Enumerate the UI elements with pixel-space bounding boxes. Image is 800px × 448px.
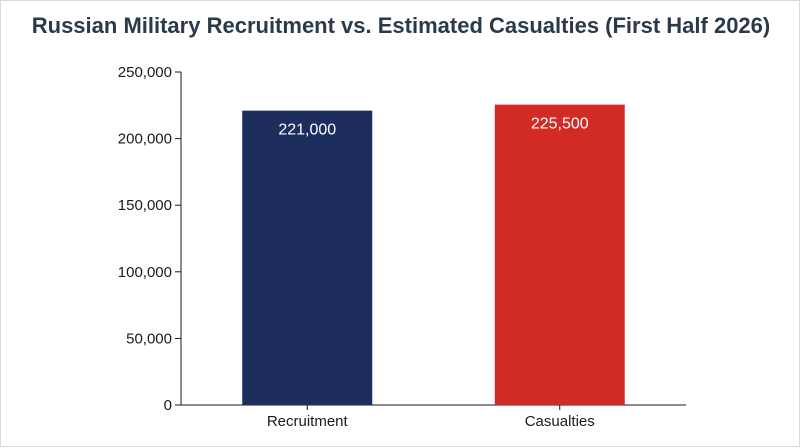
x-tick-label: Casualties (525, 413, 595, 430)
y-tick-label: 150,000 (118, 197, 172, 214)
y-tick-label: 100,000 (118, 264, 172, 281)
chart-title: Russian Military Recruitment vs. Estimat… (31, 13, 771, 38)
y-tick-label: 50,000 (126, 330, 172, 347)
data-label: 221,000 (278, 122, 336, 139)
bar-casualties (494, 104, 625, 405)
y-tick-label: 250,000 (118, 64, 172, 81)
y-tick-label: 0 (164, 397, 172, 414)
bar-recruitment (242, 110, 373, 406)
bars (242, 104, 625, 406)
labels: 0 50,000 100,000 150,000 200,000 250,000 Recru… (118, 64, 595, 430)
x-tick-label: Recruitment (267, 413, 349, 430)
data-label: 225,500 (531, 116, 589, 133)
y-tick-label: 200,000 (118, 131, 172, 148)
